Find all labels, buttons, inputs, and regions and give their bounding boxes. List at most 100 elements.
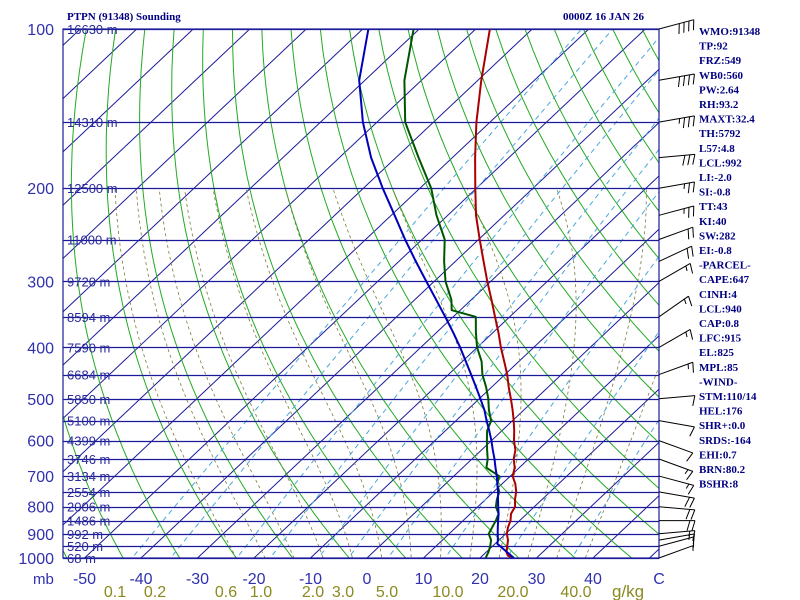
- wind-barb-flag: [692, 227, 694, 238]
- parcel-profile-line: [358, 29, 515, 558]
- index-entry: CAP:0.8: [699, 318, 740, 330]
- isotherm-line: [366, 281, 659, 558]
- wind-barb-staff: [658, 245, 692, 262]
- background-lines: [63, 29, 659, 558]
- wind-barb-staff: [658, 181, 695, 189]
- temperature-tick-label: 0: [363, 571, 372, 588]
- isotherm-line: [63, 29, 364, 313]
- mixing-ratio-labels: 0.1 0.2 0.6 1.0 2.0 3.0 5.0 10.0 20.0 40.0: [104, 584, 592, 600]
- wind-barb-flag: [692, 73, 695, 85]
- height-label: 12500 m: [67, 181, 118, 196]
- wind-barb: [658, 536, 695, 548]
- mixing-ratio-line: [236, 36, 659, 558]
- index-entry: EHI:0.7: [699, 449, 737, 461]
- isotherm-line: [310, 228, 659, 558]
- wind-barb-flag: [682, 75, 686, 87]
- height-label: 14310 m: [67, 115, 118, 130]
- pressure-tick-label: 200: [27, 181, 54, 198]
- index-entry: SHR+:0.0: [699, 420, 746, 432]
- height-label: 68 m: [67, 551, 96, 566]
- wind-barb-flag: [688, 296, 693, 307]
- isotherm-line: [63, 29, 420, 366]
- plot-frame: [62, 28, 660, 559]
- moist-adiabat: [284, 188, 412, 558]
- wind-barb-half-flag: [688, 534, 691, 540]
- wind-barb: [658, 329, 694, 348]
- wind-barb-flag: [689, 497, 695, 508]
- wind-barb-flag: [689, 263, 694, 274]
- wind-barb-staff: [658, 115, 695, 123]
- wind-barb-staff: [658, 329, 691, 348]
- isotherm-line: [63, 29, 194, 153]
- wind-barb-half-flag: [678, 118, 681, 124]
- dry-adiabat: [202, 29, 407, 558]
- wind-barb-flag: [687, 485, 695, 495]
- height-label: 16630 m: [67, 22, 118, 37]
- mixing-ratio-label: 20.0: [497, 584, 528, 600]
- wind-barb: [658, 491, 695, 508]
- temperature-tick-label: -40: [129, 571, 152, 588]
- index-entry: CAPE:647: [699, 274, 750, 286]
- dewpoint-profile-line: [403, 29, 501, 558]
- index-entry: BSHR:8: [699, 479, 739, 491]
- wind-barb-staff: [658, 395, 695, 400]
- wind-barb-flag: [689, 426, 695, 437]
- height-label: 992 m: [67, 527, 103, 542]
- index-entry: MPL:85: [699, 362, 739, 374]
- mixing-ratio-label: 2.0: [302, 584, 324, 600]
- pressure-tick-labels: 100 200 300 400 500 600 700 800 900 1000: [18, 22, 54, 568]
- mixing-ratio-line: [131, 29, 582, 558]
- mixing-ratio-line: [317, 117, 659, 558]
- wind-barb-flag: [687, 116, 691, 128]
- height-label: 3134 m: [67, 469, 110, 484]
- wind-barb-flag: [690, 509, 696, 520]
- index-entry: LI:-2.0: [699, 172, 732, 184]
- pressure-tick-label: 700: [27, 469, 54, 486]
- index-entry: -WIND-: [699, 376, 738, 388]
- mixing-ratio-label: 3.0: [332, 584, 354, 600]
- wind-barb-flag: [686, 471, 694, 481]
- pressure-tick-label: 1000: [18, 551, 54, 568]
- height-label: 7590 m: [67, 341, 110, 356]
- temperature-tick-label: 10: [415, 571, 433, 588]
- height-labels: 16630 m 14310 m 12500 m 11000 m 9720 m 8594 m…: [67, 22, 118, 566]
- wind-barb-flag: [691, 520, 696, 531]
- height-label: 11000 m: [67, 233, 117, 248]
- dry-adiabat: [378, 29, 659, 490]
- wind-barb: [658, 506, 696, 520]
- wind-barbs: [658, 19, 696, 559]
- wind-barb-staff: [658, 491, 695, 499]
- chart-title: PTPN (91348) Sounding: [67, 11, 181, 23]
- wind-barb: [658, 153, 696, 166]
- mixing-ratio-line: [387, 190, 659, 558]
- dry-adiabat: [524, 29, 659, 260]
- height-label: 5850 m: [67, 392, 110, 407]
- index-entry: BRN:80.2: [699, 464, 746, 476]
- wind-barb-staff: [658, 533, 695, 541]
- wind-barb-half-flag: [685, 331, 688, 338]
- wind-barb: [659, 520, 696, 531]
- dry-adiabat: [232, 29, 463, 558]
- wind-barb: [658, 440, 694, 462]
- index-entry: EL:825: [699, 347, 734, 359]
- wind-barb: [658, 420, 695, 437]
- index-entry: WB0:560: [699, 70, 744, 82]
- wind-barb-staff: [658, 545, 693, 559]
- wind-barb-flag: [686, 248, 690, 259]
- sounding-profiles: [358, 29, 518, 558]
- wind-barb: [658, 245, 694, 262]
- temperature-tick-labels: -50 -40 -30 -20 -10 0 10 20 30 40 C: [73, 571, 665, 588]
- wind-barb: [658, 458, 694, 481]
- dry-adiabat: [70, 29, 181, 558]
- wind-barb-flag: [687, 228, 690, 240]
- wind-barb: [658, 295, 693, 318]
- y-axis-unit-label: mb: [33, 571, 54, 588]
- pressure-tick-label: 100: [27, 22, 54, 39]
- isotherm-line: [63, 29, 590, 526]
- chart-datetime: 0000Z 16 JAN 26: [563, 11, 644, 23]
- wind-barb-flag: [686, 452, 694, 462]
- wind-barb-flag: [684, 497, 690, 507]
- mixing-ratio-line: [506, 330, 659, 558]
- index-entry: MAXT:32.4: [699, 114, 755, 126]
- wind-barb-flag: [677, 76, 681, 88]
